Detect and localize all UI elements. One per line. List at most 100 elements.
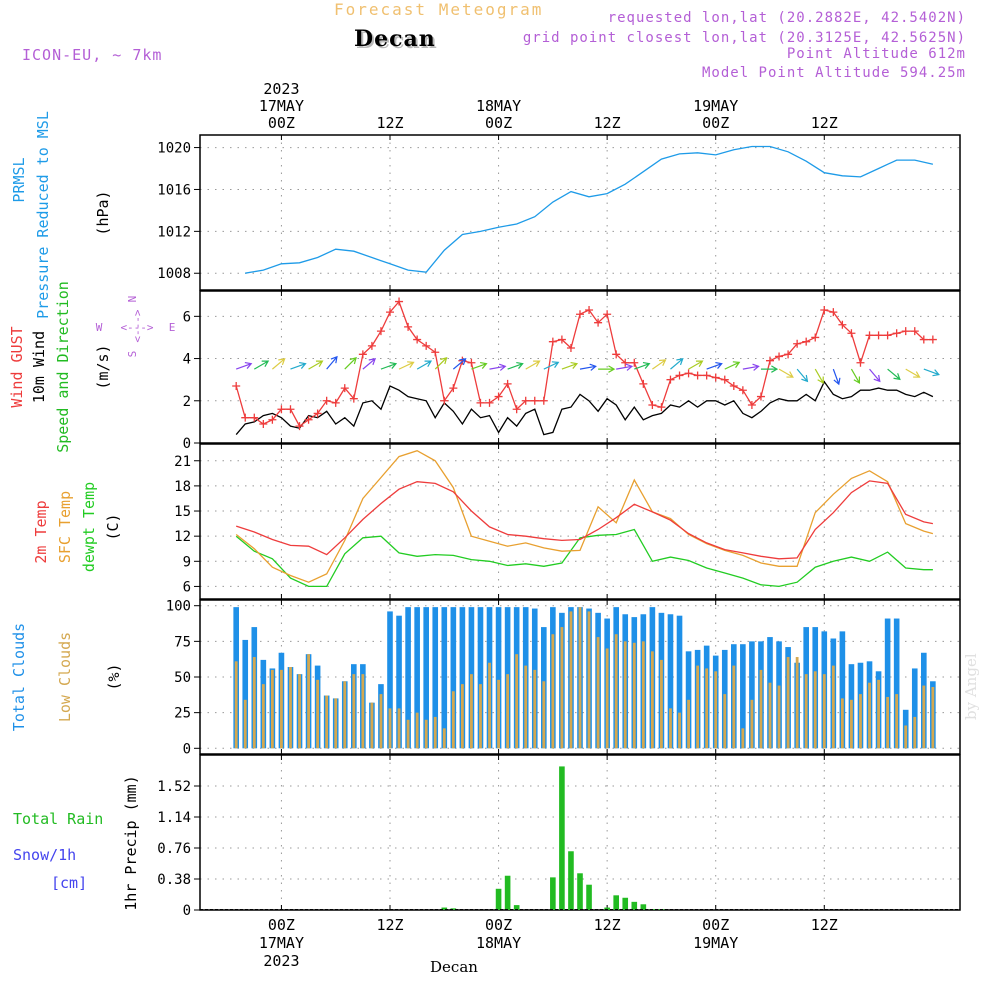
low-cloud-bar <box>424 719 428 749</box>
y-tick-label: 1016 <box>157 182 191 198</box>
panel-border <box>199 134 961 291</box>
gust-marker <box>811 333 820 342</box>
y-tick-label: 21 <box>174 454 191 470</box>
gust-marker <box>621 358 630 367</box>
precip-bar <box>604 907 610 910</box>
gust-marker <box>684 369 693 378</box>
total-cloud-bar <box>405 607 411 749</box>
panel-border <box>199 443 961 600</box>
total-cloud-bar <box>441 607 448 749</box>
panel-temperature: 6 9 12 15 18 21 <box>174 443 961 600</box>
wind-direction-arrow <box>434 356 448 370</box>
low-cloud-bar <box>641 641 645 749</box>
low-cloud-bar <box>795 657 799 749</box>
low-cloud-bar <box>497 679 500 749</box>
gust-marker <box>693 371 702 380</box>
gust-marker <box>340 384 349 393</box>
top-time-label: 12Z <box>376 114 403 132</box>
low-cloud-bar <box>623 641 627 749</box>
low-cloud-bar <box>660 659 663 749</box>
wind-direction-arrow <box>507 361 524 370</box>
gust-marker <box>847 329 856 338</box>
gust-marker <box>793 339 802 348</box>
panel-clouds: 0 25 50 75 100 <box>166 599 961 757</box>
legend-total-rain: Total Rain <box>13 810 103 828</box>
pressure-label-long: Pressure Reduced to MSL <box>34 111 52 319</box>
wind-direction-arrow <box>832 368 841 386</box>
wind-direction-arrow <box>869 368 881 383</box>
wind-direction-arrow <box>887 368 901 381</box>
low-cloud-bar <box>524 665 528 749</box>
compass-arrow-v: <---> <box>131 309 144 342</box>
precip-bar <box>504 875 511 910</box>
precip-bar <box>441 907 448 910</box>
y-tick-label: 4 <box>183 352 191 368</box>
chart-title: Forecast Meteogram <box>334 0 544 19</box>
wind-direction-arrow <box>308 360 324 370</box>
low-cloud-bar <box>614 634 618 749</box>
low-cloud-bar <box>560 627 564 749</box>
footer-location: Decan <box>430 958 478 976</box>
top-time-label: 17MAY <box>259 97 304 115</box>
top-time-label: 2023 <box>263 80 299 98</box>
gust-marker <box>675 371 684 380</box>
wind-direction-arrow <box>688 360 704 370</box>
gust-marker <box>557 335 566 344</box>
low-cloud-bar <box>397 708 401 749</box>
wind-direction-arrow <box>724 361 741 370</box>
wind-direction-arrow <box>253 360 270 370</box>
low-cloud-bar <box>234 661 238 749</box>
total-cloud-bar <box>495 607 502 749</box>
wind-direction-arrow <box>362 358 377 370</box>
gust-marker <box>322 396 331 405</box>
low-cloud-bar <box>289 667 292 749</box>
precip-bar <box>550 877 556 910</box>
gust-marker <box>304 415 313 424</box>
wind-direction-arrow <box>525 360 541 370</box>
gust-marker <box>820 306 829 314</box>
precip-bar <box>640 904 647 910</box>
bottom-time-label: 12Z <box>594 916 621 934</box>
total-cloud-bar <box>911 668 918 749</box>
gust-marker <box>494 392 503 401</box>
wind-direction-arrow <box>796 368 809 383</box>
wind-direction-arrow <box>616 363 634 371</box>
gust-marker <box>720 375 729 384</box>
total-cloud-bar <box>396 615 402 749</box>
low-cloud-bar <box>750 699 754 749</box>
gust-marker <box>802 337 811 346</box>
panel-precip: 0 0.38 0.76 1.14 1.52 <box>157 754 961 919</box>
gust-marker <box>440 396 449 405</box>
low-cloud-bar <box>931 686 935 749</box>
y-tick-label: 0 <box>183 741 191 757</box>
bottom-time-label: 18MAY <box>476 934 521 952</box>
low-cloud-bar <box>533 669 537 749</box>
total-cloud-bar <box>740 644 746 749</box>
model-label: ICON-EU, ~ 7km <box>22 46 163 64</box>
y-tick-label: 2 <box>183 394 191 410</box>
total-cloud-bar <box>414 607 420 749</box>
low-cloud-bar <box>922 685 926 749</box>
wind-direction-arrow <box>398 361 415 370</box>
top-time-label: 19MAY <box>693 97 738 115</box>
gust-marker <box>594 318 603 327</box>
y-tick-label: 1.14 <box>157 810 191 826</box>
gust-marker <box>404 322 413 331</box>
top-time-label: 18MAY <box>476 97 521 115</box>
low-cloud-bar <box>415 712 419 749</box>
gust-marker <box>476 398 485 407</box>
total-cloud-bar <box>676 615 683 749</box>
low-cloud-bar <box>904 725 908 749</box>
pressure-unit: (hPa) <box>94 190 112 235</box>
temp-2m-label: 2m Temp <box>32 500 50 563</box>
y-tick-label: 12 <box>174 529 191 545</box>
wind-direction-arrow <box>344 356 357 370</box>
low-cloud-bar <box>678 712 681 749</box>
y-tick-label: 18 <box>174 479 191 495</box>
top-time-label: 12Z <box>594 114 621 132</box>
precip-bar <box>513 905 520 910</box>
low-cloud-bar <box>460 684 464 749</box>
compass-north: N <box>126 296 139 303</box>
low-cloud-bar <box>433 716 437 749</box>
y-tick-label: 0.38 <box>157 872 191 888</box>
